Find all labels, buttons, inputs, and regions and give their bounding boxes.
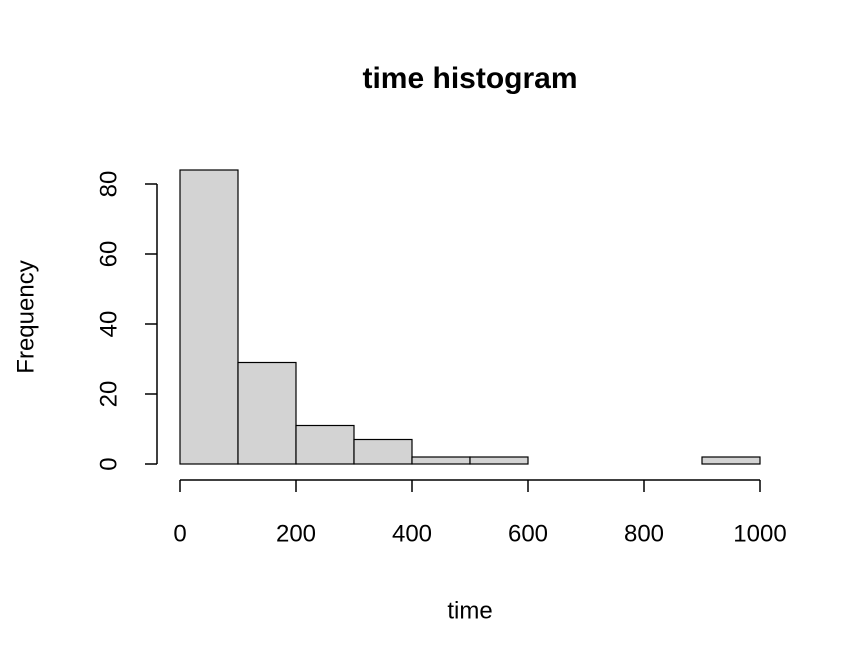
- bar: [179, 169, 239, 465]
- bar: [701, 456, 761, 465]
- x-tick-label: 200: [276, 520, 316, 547]
- x-tick-label: 400: [392, 520, 432, 547]
- x-tick-label: 600: [508, 520, 548, 547]
- chart-title: time histogram: [362, 62, 577, 95]
- x-axis-label: time: [447, 597, 492, 624]
- x-tick-label: 800: [624, 520, 664, 547]
- x-tick-label: 0: [173, 520, 186, 547]
- bar: [469, 456, 529, 465]
- y-tick-label: 20: [95, 381, 122, 408]
- y-tick-label: 80: [95, 171, 122, 198]
- x-tick-label: 1000: [733, 520, 786, 547]
- bar: [353, 438, 413, 465]
- bar: [237, 361, 297, 465]
- y-axis-label: Frequency: [12, 260, 39, 373]
- y-tick-label: 0: [95, 457, 122, 470]
- y-tick-label: 60: [95, 241, 122, 268]
- y-tick-label: 40: [95, 311, 122, 338]
- bar: [295, 424, 355, 465]
- bar: [411, 456, 471, 465]
